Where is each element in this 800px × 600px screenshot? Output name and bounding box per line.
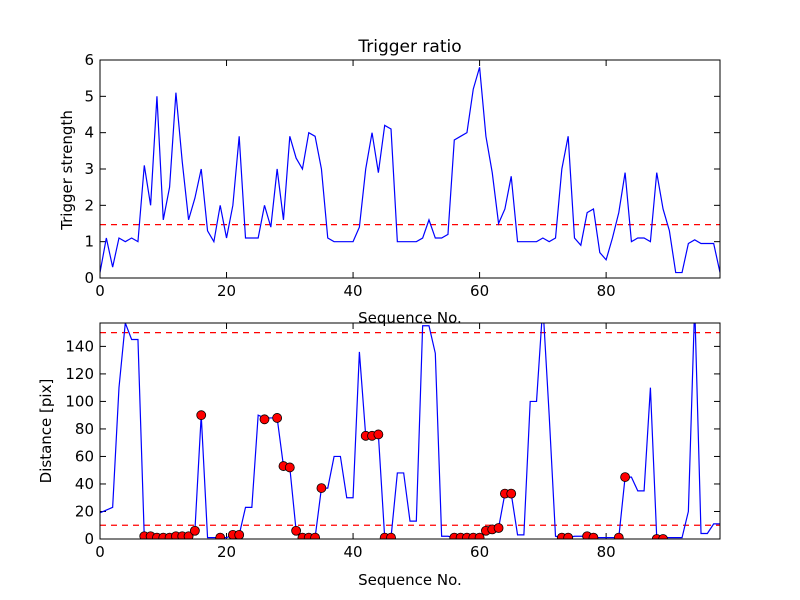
bottom-data-marker	[506, 488, 517, 499]
top-y-tick-label: 6	[84, 51, 94, 69]
bottom-x-tick-label: 0	[95, 543, 105, 561]
bottom-axes-frame	[99, 322, 721, 540]
bottom-data-marker	[234, 529, 245, 539]
bottom-data-marker	[493, 523, 504, 533]
bottom-data-marker	[373, 429, 384, 440]
bottom-data-marker	[386, 532, 396, 539]
bottom-y-tick-label: 100	[65, 392, 94, 410]
bottom-data-marker	[259, 414, 270, 425]
bottom-data-marker	[563, 532, 574, 539]
bottom-data-marker	[658, 534, 668, 539]
bottom-y-tick-label: 120	[65, 365, 94, 383]
bottom-data-marker	[196, 410, 207, 421]
top-y-tick-label: 1	[84, 233, 94, 251]
bottom-x-tick-label: 80	[597, 543, 616, 561]
bottom-data-marker	[310, 532, 321, 539]
bottom-y-tick-label: 20	[75, 502, 94, 520]
bottom-data-marker	[215, 532, 226, 539]
bottom-y-tick-label: 0	[84, 530, 94, 548]
bottom-data-marker	[189, 525, 200, 536]
bottom-y-tick-label: 40	[75, 475, 94, 493]
bottom-tick-group: 0 20 40 60 80 0 20 40 60 80 100 120 140	[65, 323, 720, 561]
top-y-tick-label: 3	[84, 160, 94, 178]
top-clipped-group	[100, 67, 720, 274]
top-y-tick-label: 5	[84, 87, 94, 105]
top-plot-area	[100, 67, 720, 274]
top-x-tick-label: 80	[597, 282, 616, 300]
bottom-data-marker	[474, 532, 485, 539]
bottom-x-axis-label: Sequence No.	[358, 571, 462, 589]
top-x-axis-label: Sequence No.	[358, 309, 462, 327]
top-axes-frame	[99, 59, 721, 279]
top-x-tick-label: 60	[470, 282, 489, 300]
bottom-y-tick-label: 140	[65, 337, 94, 355]
top-y-tick-label: 0	[84, 269, 94, 287]
bottom-y-tick-label: 80	[75, 420, 94, 438]
bottom-data-marker	[291, 525, 302, 536]
bottom-data-marker	[284, 462, 295, 473]
bottom-y-axis-label: Distance [pix]	[37, 379, 55, 484]
top-x-tick-label: 40	[344, 282, 363, 300]
bottom-x-tick-label: 60	[470, 543, 489, 561]
top-y-axis-label: Trigger strength	[58, 110, 76, 231]
bottom-data-marker	[316, 483, 327, 493]
bottom-y-tick-label: 60	[75, 447, 94, 465]
bottom-plot-area	[100, 323, 720, 539]
bottom-data-marker	[613, 532, 624, 539]
bottom-data-marker	[620, 472, 631, 482]
top-y-tick-label: 4	[84, 124, 94, 142]
top-x-tick-label: 0	[95, 282, 105, 300]
top-chart-title: Trigger ratio	[357, 37, 461, 57]
top-y-tick-label: 2	[84, 196, 94, 214]
bottom-data-marker	[588, 532, 599, 539]
bottom-data-marker	[183, 531, 194, 539]
bottom-x-tick-label: 20	[217, 543, 236, 561]
bottom-data-marker	[272, 413, 283, 423]
bottom-clipped-group	[100, 323, 720, 539]
top-series-line	[100, 67, 720, 274]
bottom-x-tick-label: 40	[344, 543, 363, 561]
top-x-tick-label: 20	[217, 282, 236, 300]
bottom-subplot: Distance [pix] Sequence No. 0 20 40 60 80 0 20…	[37, 322, 721, 589]
